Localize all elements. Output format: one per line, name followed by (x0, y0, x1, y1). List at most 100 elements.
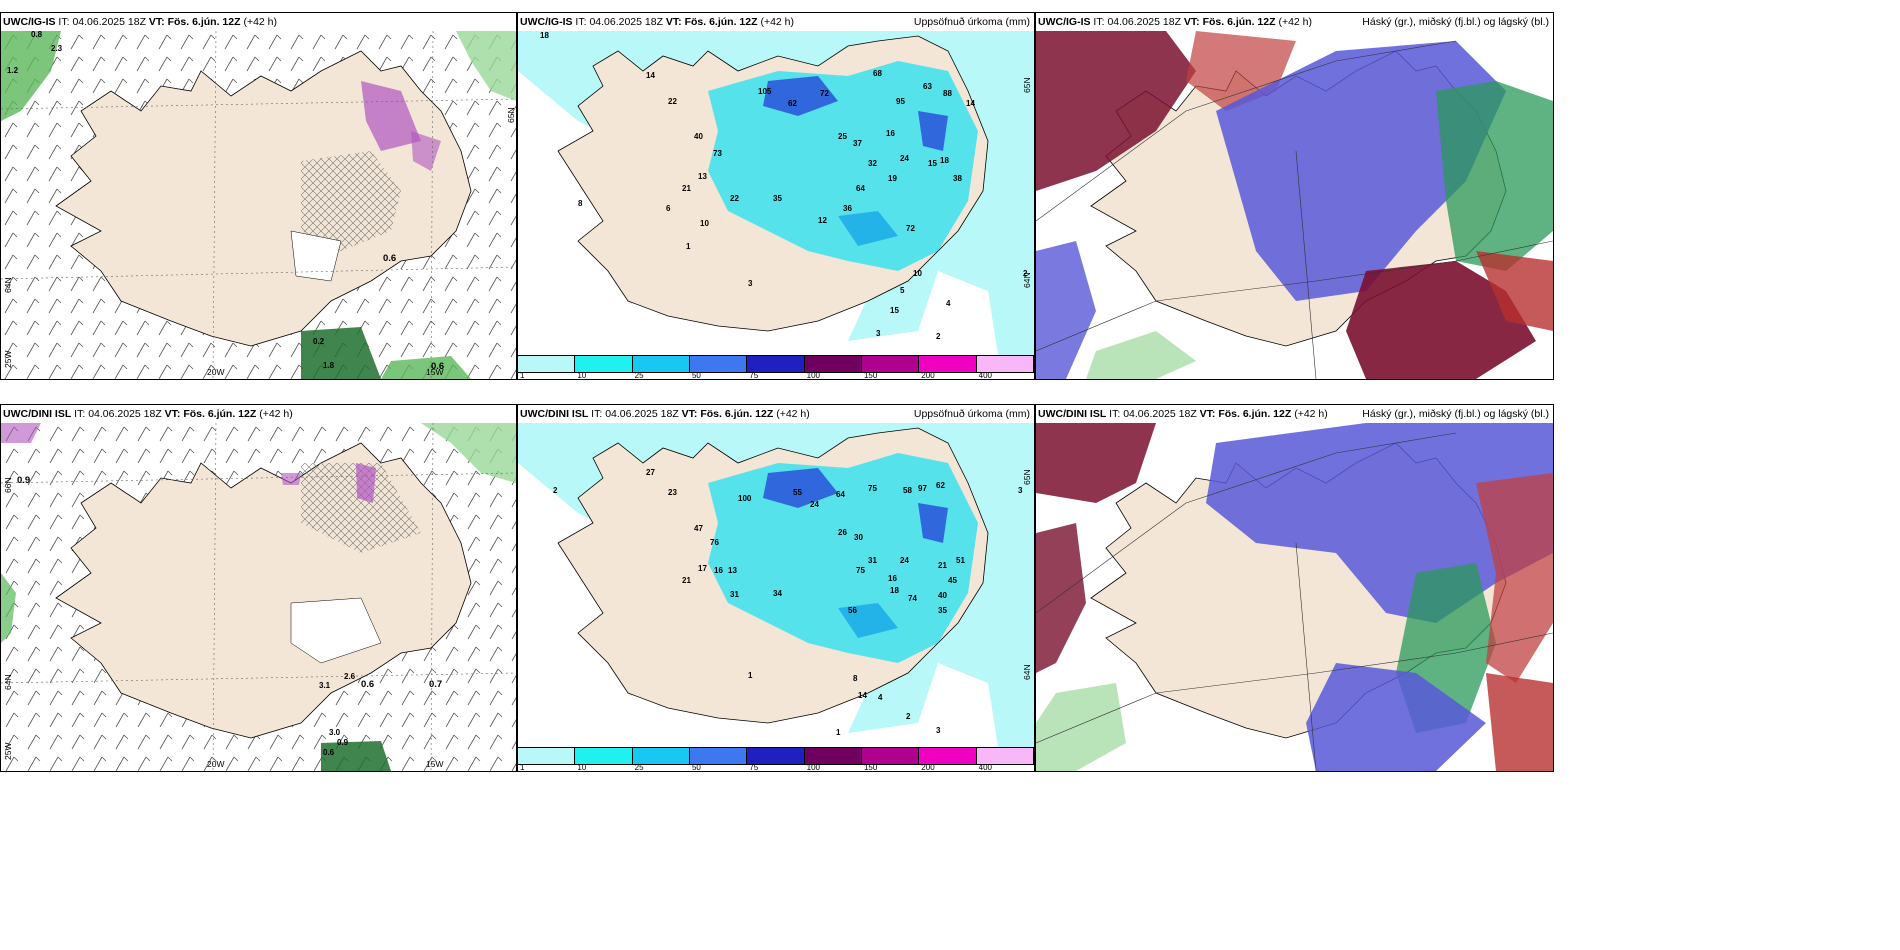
field-value: 34 (773, 589, 782, 598)
colorbar-label: 200 (921, 763, 935, 772)
axis-label-lon: 25W (3, 742, 13, 760)
field-value: 15 (890, 306, 899, 315)
colorbar-swatch (747, 748, 805, 764)
field-value: 74 (908, 594, 917, 603)
panel-header: UWC/IG-IS IT: 04.06.2025 18Z VT: Fös. 6.… (518, 13, 1034, 31)
colorbar-swatch (632, 748, 690, 764)
field-value: 0.9 (17, 475, 30, 486)
colorbar-swatch (804, 356, 862, 372)
colorbar-swatch (804, 748, 862, 764)
field-value: 1 (836, 728, 841, 737)
field-value: 72 (906, 224, 915, 233)
colorbar-swatch (518, 748, 576, 764)
map-panel-igis-clouds: UWC/IG-IS IT: 04.06.2025 18Z VT: Fös. 6.… (1035, 12, 1554, 380)
map-panel-igis-precip: UWC/IG-IS IT: 04.06.2025 18Z VT: Fös. 6.… (517, 12, 1035, 380)
colorbar-label: 50 (691, 763, 701, 772)
field-value: 14 (646, 71, 655, 80)
colorbar-label: 100 (806, 371, 820, 380)
map-svg (1036, 423, 1553, 771)
map-panel-igis-wind: UWC/IG-IS IT: 04.06.2025 18Z VT: Fös. 6.… (0, 12, 517, 380)
map-area: 18 14 22 40 73 105 62 72 68 95 63 88 14 … (518, 31, 1034, 355)
map-svg: 0.9 0.6 0.7 2.6 3.1 3.0 0.9 0.6 (1, 423, 516, 771)
field-value: 62 (936, 481, 945, 490)
field-value: 25 (838, 132, 847, 141)
field-value: 32 (868, 159, 877, 168)
field-value: 1 (748, 671, 753, 680)
colorbar-label: 1 (520, 763, 525, 772)
field-value: 62 (788, 99, 797, 108)
field-value: 45 (948, 576, 957, 585)
colorbar-swatch (861, 748, 920, 764)
field-value: 24 (900, 154, 909, 163)
field-value: 58 (903, 486, 912, 495)
field-value: 0.6 (431, 361, 444, 372)
map-area: 0.9 0.6 0.7 2.6 3.1 3.0 0.9 0.6 (1, 423, 516, 771)
colorbar-labels: 1 10 25 50 75 100 150 200 400 (518, 763, 1034, 771)
colorbar-label: 150 (863, 763, 878, 772)
field-value: 51 (956, 556, 965, 565)
field-value: 3.1 (319, 681, 331, 690)
axis-label-lon: 25W (3, 350, 13, 368)
colorbar-swatch (747, 356, 805, 372)
map-panel-dini-clouds: UWC/DINI ISL IT: 04.06.2025 18Z VT: Fös.… (1035, 404, 1554, 772)
colorbar-swatches (518, 355, 1034, 373)
field-value: 2 (553, 486, 558, 495)
field-value: 27 (646, 468, 655, 477)
colorbar-label: 25 (634, 763, 644, 772)
field-value: 75 (856, 566, 865, 575)
colorbar-swatch (976, 748, 1034, 764)
field-value: 3.0 (329, 728, 341, 737)
axis-label-lat: 66N (3, 477, 13, 493)
colorbar-labels: 1 10 25 50 75 100 150 200 400 (518, 371, 1034, 379)
colorbar-swatches (518, 747, 1034, 765)
field-value: 63 (923, 82, 932, 91)
field-value: 31 (868, 556, 877, 565)
field-value: 3 (1018, 486, 1023, 495)
field-value: 24 (900, 556, 909, 565)
field-value: 18 (890, 586, 899, 595)
field-value: 2.3 (51, 44, 63, 53)
field-value: 3 (876, 329, 881, 338)
colorbar-label: 150 (863, 371, 878, 380)
colorbar-swatch (632, 356, 690, 372)
field-value: 56 (848, 606, 857, 615)
colorbar-label: 10 (577, 371, 587, 380)
field-value: 24 (810, 500, 819, 509)
field-value: 0.9 (337, 738, 349, 747)
field-value: 2 (936, 332, 941, 341)
colorbar-label: 200 (921, 371, 935, 380)
colorbar-swatch (919, 356, 977, 372)
field-value: 13 (728, 566, 737, 575)
map-panel-dini-wind: UWC/DINI ISL IT: 04.06.2025 18Z VT: Fös.… (0, 404, 517, 772)
axis-label-lon: 20W (207, 759, 225, 769)
field-value: 37 (853, 139, 862, 148)
axis-label-lat: 65N (1022, 469, 1032, 485)
colorbar-label: 400 (978, 763, 992, 772)
panel-header: UWC/IG-IS IT: 04.06.2025 18Z VT: Fös. 6.… (1036, 13, 1553, 31)
field-value: 8 (853, 674, 858, 683)
colorbar-label: 75 (749, 763, 759, 772)
field-value: 1.2 (7, 66, 19, 75)
field-value: 35 (773, 194, 782, 203)
axis-label-lat: 65N (506, 107, 516, 123)
field-value: 3 (936, 726, 941, 735)
field-value: 0.6 (361, 679, 374, 690)
field-value: 97 (918, 484, 927, 493)
field-value: 21 (682, 576, 691, 585)
field-value: 2 (906, 712, 911, 721)
field-value: 40 (938, 591, 947, 600)
field-value: 16 (714, 566, 723, 575)
map-area: 27 23 47 76 100 55 24 64 75 58 97 62 26 … (518, 423, 1034, 747)
field-value: 14 (858, 691, 867, 700)
field-value: 64 (856, 184, 865, 193)
field-value: 30 (854, 533, 863, 542)
field-value: 13 (698, 172, 707, 181)
map-svg: 18 14 22 40 73 105 62 72 68 95 63 88 14 … (518, 31, 1034, 355)
field-value: 21 (938, 561, 947, 570)
field-value: 76 (710, 538, 719, 547)
field-value: 35 (938, 606, 947, 615)
field-value: 1.8 (323, 361, 335, 370)
field-value: 18 (940, 156, 949, 165)
field-value: 38 (953, 174, 962, 183)
field-value: 10 (700, 219, 709, 228)
